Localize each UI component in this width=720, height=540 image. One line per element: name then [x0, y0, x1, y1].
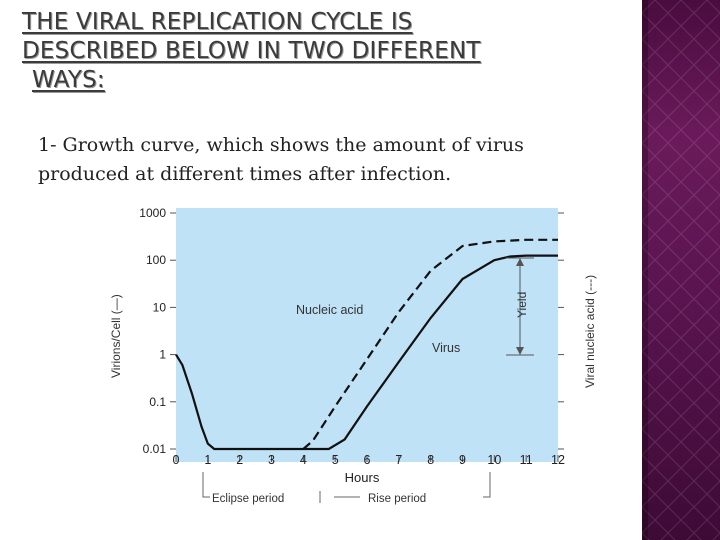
title-line-3: WAYS:	[32, 67, 105, 93]
x-tick-label: 11	[520, 453, 533, 467]
x-tick-label: 5	[332, 453, 339, 467]
body-line-1: 1- Growth curve, which shows the amount …	[38, 134, 524, 156]
x-tick-label: 0	[173, 453, 180, 467]
y-axis-label-left: Virions/Cell (—)	[109, 294, 123, 378]
slide-title: THE VIRAL REPLICATION CYCLE IS DESCRIBED…	[22, 8, 622, 95]
x-tick-label: 8	[427, 453, 434, 467]
x-tick-label: 12	[551, 453, 565, 467]
series-label-nucleic-acid: Nucleic acid	[296, 303, 363, 317]
x-tick-label: 2	[236, 453, 243, 467]
x-tick-label: 4	[300, 453, 307, 467]
series-line-virus	[175, 254, 558, 451]
title-line-1: THE VIRAL REPLICATION CYCLE IS	[22, 9, 413, 35]
yield-label: Yield	[515, 292, 529, 318]
yield-arrow: Yield	[506, 257, 534, 356]
diamond-pattern	[642, 0, 720, 540]
x-tick-label: 9	[459, 453, 466, 467]
period-brackets	[202, 472, 491, 503]
rise-period-label: Rise period	[368, 493, 426, 505]
y-tick-label: 0.01	[143, 442, 167, 456]
body-line-2: produced at different times after infect…	[38, 163, 452, 185]
x-tick-label: 3	[268, 453, 275, 467]
y-tick-label: 10	[153, 300, 167, 314]
x-axis-label: Hours	[345, 470, 380, 485]
slide-body: 1- Growth curve, which shows the amount …	[38, 131, 598, 189]
y-tick-label: 0.1	[149, 395, 166, 409]
series-label-virus: Virus	[432, 341, 460, 355]
y-axis-label-right: Viral nucleic acid (---)	[583, 275, 597, 388]
y-tick-label: 100	[146, 253, 166, 267]
decorative-side-panel	[642, 0, 720, 540]
x-tick-label: 7	[395, 453, 402, 467]
title-line-2: DESCRIBED BELOW IN TWO DIFFERENT	[22, 38, 481, 64]
y-tick-label: 1000	[139, 206, 166, 220]
eclipse-period-label: Eclipse period	[212, 493, 284, 505]
x-tick-label: 1	[204, 453, 211, 467]
x-tick-label: 6	[364, 453, 371, 467]
y-tick-label: 1	[159, 348, 166, 362]
x-tick-label: 10	[487, 453, 501, 467]
plot-area	[176, 208, 558, 462]
series-line-nucleic-acid	[302, 238, 558, 450]
